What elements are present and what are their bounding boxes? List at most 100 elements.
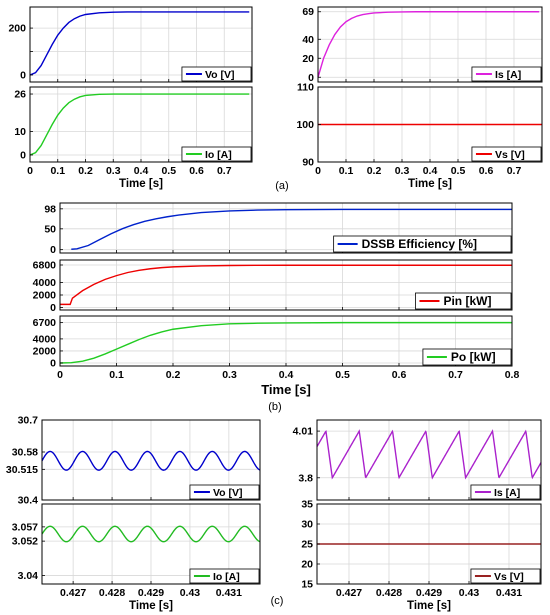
x-tick-label: 0.428 bbox=[99, 587, 125, 599]
y-tick-label: 0 bbox=[308, 72, 314, 84]
legend-label: Pin [kW] bbox=[443, 294, 491, 308]
y-tick-label: 3.8 bbox=[298, 472, 313, 484]
legend-label: Is [A] bbox=[494, 487, 520, 499]
legend-label: Po [kW] bbox=[451, 350, 496, 364]
x-axis-label: Time [s] bbox=[129, 600, 173, 612]
legend-box bbox=[189, 568, 260, 584]
x-tick-label: 0.2 bbox=[166, 369, 181, 381]
y-tick-label: 25 bbox=[301, 539, 313, 551]
y-tick-label: 4.01 bbox=[293, 426, 314, 438]
series-line-b2 bbox=[60, 264, 512, 306]
figure-label-c: (c) bbox=[271, 595, 284, 607]
series-line-a3 bbox=[317, 11, 540, 78]
series-line-c1 bbox=[41, 450, 261, 471]
series-line-c3 bbox=[316, 429, 542, 480]
y-tick-label: 98 bbox=[44, 203, 56, 215]
chart-a2: 0 10 26 0 0.1 0.2 0.3 0.4 0.5 0.6 0.7 Time [s] Io [A… bbox=[14, 86, 253, 190]
y-tick-label: 4000 bbox=[33, 333, 57, 345]
chart-c1: 30.4 30.515 30.58 30.7 Vo [V] bbox=[6, 415, 261, 507]
legend-box bbox=[181, 146, 252, 162]
chart-c2: 3.04 3.052 3.057 0.427 0.428 0.429 0.43 0.431 Ti… bbox=[12, 503, 261, 612]
legend-label: Io [A] bbox=[205, 149, 232, 161]
y-tick-label: 6800 bbox=[33, 260, 57, 272]
y-tick-label: 35 bbox=[301, 499, 313, 511]
y-tick-label: 30.7 bbox=[18, 415, 39, 427]
x-tick-label: 0 bbox=[57, 369, 63, 381]
x-tick-label: 0.431 bbox=[216, 587, 242, 599]
y-tick-label: 100 bbox=[296, 119, 314, 131]
y-tick-label: 200 bbox=[8, 23, 26, 35]
x-tick-label: 0.4 bbox=[134, 165, 149, 177]
x-tick-label: 0.429 bbox=[416, 587, 442, 599]
x-tick-label: 0.6 bbox=[392, 369, 407, 381]
x-tick-label: 0.5 bbox=[161, 165, 176, 177]
x-tick-label: 0.4 bbox=[423, 165, 438, 177]
y-tick-label: 0 bbox=[50, 357, 56, 369]
y-tick-label: 30.4 bbox=[18, 495, 39, 507]
legend-label: Vs [V] bbox=[495, 149, 525, 161]
x-tick-label: 0.1 bbox=[339, 165, 354, 177]
y-tick-label: 3.052 bbox=[12, 536, 38, 548]
y-tick-label: 20 bbox=[302, 53, 314, 65]
legend-box bbox=[189, 484, 260, 500]
x-tick-label: 0.1 bbox=[109, 369, 124, 381]
x-tick-label: 0.7 bbox=[507, 165, 522, 177]
x-tick-label: 0.1 bbox=[50, 165, 65, 177]
x-tick-label: 0.427 bbox=[60, 587, 86, 599]
legend-label: DSSB Efficiency [%] bbox=[362, 237, 477, 251]
series-line-b1 bbox=[71, 208, 512, 250]
y-tick-label: 0 bbox=[50, 244, 56, 256]
y-tick-label: 110 bbox=[297, 82, 314, 94]
x-tick-label: 0.7 bbox=[448, 369, 463, 381]
y-tick-label: 6700 bbox=[33, 317, 57, 329]
figure-label-b: (b) bbox=[268, 401, 281, 413]
figure-label-a: (a) bbox=[275, 180, 288, 192]
y-tick-label: 69 bbox=[302, 6, 314, 18]
legend-label: Vs [V] bbox=[494, 571, 524, 583]
legend-box bbox=[470, 484, 541, 500]
y-tick-label: 0 bbox=[20, 149, 26, 161]
series-line-b3 bbox=[59, 321, 512, 364]
y-tick-label: 26 bbox=[14, 89, 26, 101]
y-tick-label: 2000 bbox=[33, 345, 57, 357]
y-tick-label: 30.58 bbox=[12, 447, 38, 459]
x-tick-label: 0.5 bbox=[451, 165, 466, 177]
legend-box bbox=[471, 146, 542, 162]
x-tick-label: 0.2 bbox=[78, 165, 93, 177]
x-tick-label: 0.428 bbox=[376, 587, 402, 599]
x-tick-label: 0.429 bbox=[138, 587, 164, 599]
y-tick-label: 0 bbox=[50, 302, 56, 314]
series-line-c2 bbox=[41, 525, 261, 543]
legend-box bbox=[415, 292, 512, 310]
x-tick-label: 0.43 bbox=[459, 587, 480, 599]
y-tick-label: 2000 bbox=[33, 290, 57, 302]
legend-label: Vo [V] bbox=[205, 69, 235, 81]
y-tick-label: 0 bbox=[20, 69, 26, 81]
x-tick-label: 0.6 bbox=[189, 165, 204, 177]
x-tick-label: 0.427 bbox=[336, 587, 362, 599]
x-tick-label: 0.43 bbox=[180, 587, 201, 599]
x-tick-label: 0.431 bbox=[496, 587, 522, 599]
legend-label: Is [A] bbox=[495, 69, 521, 81]
chart-a1: 0 200 Vo [V] bbox=[8, 6, 253, 83]
x-axis-label: Time [s] bbox=[408, 178, 452, 190]
y-tick-label: 30 bbox=[301, 519, 313, 531]
y-tick-label: 15 bbox=[301, 579, 313, 591]
x-axis-label: Time [s] bbox=[261, 382, 311, 397]
x-tick-label: 0.3 bbox=[106, 165, 121, 177]
y-tick-label: 3.057 bbox=[12, 521, 38, 533]
series-line-a2 bbox=[29, 93, 250, 156]
y-tick-label: 90 bbox=[302, 157, 314, 169]
x-tick-label: 0.2 bbox=[367, 165, 382, 177]
x-tick-label: 0.3 bbox=[222, 369, 237, 381]
y-tick-label: 40 bbox=[302, 34, 314, 46]
x-tick-label: 0 bbox=[27, 165, 33, 177]
chart-c3: 3.8 4.01 Is [A] bbox=[293, 419, 542, 501]
x-tick-label: 0.8 bbox=[505, 369, 520, 381]
x-tick-label: 0.3 bbox=[395, 165, 410, 177]
x-axis-label: Time [s] bbox=[119, 178, 163, 190]
x-tick-label: 0.5 bbox=[335, 369, 350, 381]
